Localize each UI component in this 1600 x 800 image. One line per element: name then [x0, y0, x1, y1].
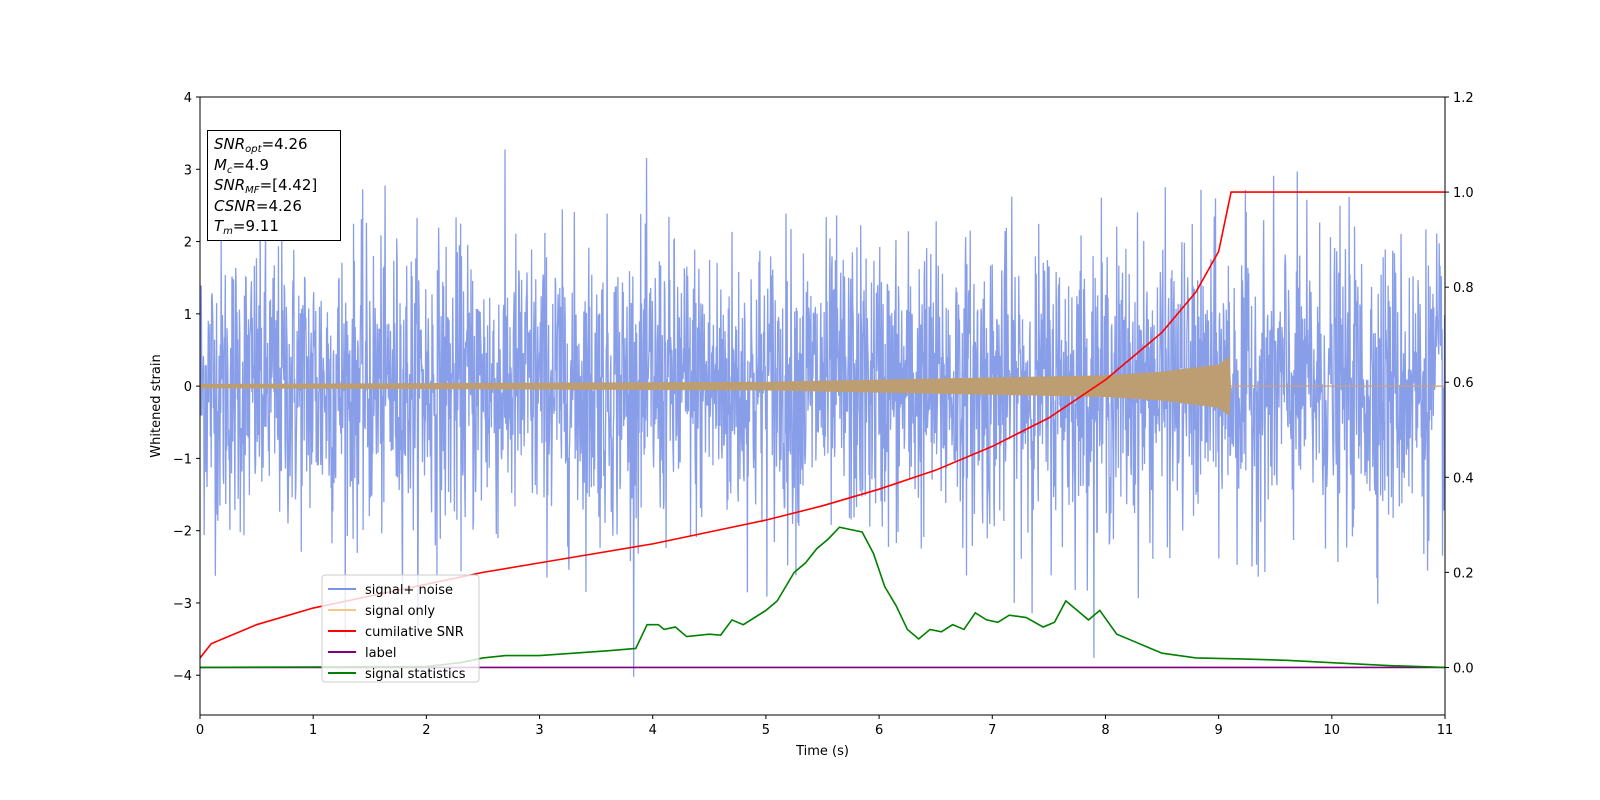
x-axis-label: Time (s) — [795, 744, 849, 759]
x-tick-label: 2 — [422, 723, 430, 738]
snr-opt-row: SNRopt=4.26 — [214, 135, 308, 155]
x-tick-label: 9 — [1214, 723, 1222, 738]
legend-label: cumilative SNR — [365, 625, 464, 640]
x-tick-label: 0 — [196, 723, 204, 738]
x-ticks: 0 1 2 3 4 5 6 7 8 9 10 11 — [196, 715, 1453, 738]
y2-tick-label: 0.8 — [1453, 281, 1474, 296]
legend-label: signal+ noise — [365, 583, 453, 598]
y-ticks: 4 3 2 1 0 −1 −2 −3 −4 — [173, 91, 200, 684]
csnr-label: CSNR — [214, 196, 256, 215]
snr-mf-value: =[4.42] — [259, 176, 318, 194]
y-tick-label: −4 — [173, 669, 192, 684]
legend-label: signal statistics — [365, 667, 466, 682]
y2-tick-label: 0.2 — [1453, 566, 1474, 581]
x-tick-label: 7 — [988, 723, 996, 738]
y-tick-label: 1 — [184, 308, 192, 323]
x-tick-label: 8 — [1101, 723, 1109, 738]
y-tick-label: 0 — [184, 380, 192, 395]
y2-tick-label: 1.2 — [1453, 91, 1474, 106]
legend-box — [321, 574, 480, 683]
y2-ticks: 1.2 1.0 0.8 0.6 0.4 0.2 0.0 — [1445, 91, 1474, 676]
x-tick-label: 5 — [762, 723, 770, 738]
y2-tick-label: 1.0 — [1453, 186, 1474, 201]
mc-row: Mc=4.9 — [214, 155, 269, 176]
y2-tick-label: 0.6 — [1453, 376, 1474, 391]
y-tick-label: 4 — [184, 91, 192, 106]
y-tick-label: −2 — [173, 525, 192, 540]
snr-info-box: SNRopt=4.26 Mc=4.9 SNRMF=[4.42] CSNR=4.2… — [207, 130, 341, 241]
tm-row: Tm=9.11 — [214, 217, 279, 237]
y-tick-label: 2 — [184, 236, 192, 251]
csnr-value: =4.26 — [255, 196, 302, 215]
y-tick-label: 3 — [184, 163, 192, 178]
csnr-row: CSNR=4.26 — [214, 196, 340, 217]
y2-tick-label: 0.0 — [1453, 661, 1474, 676]
x-tick-label: 4 — [649, 723, 657, 738]
x-tick-label: 11 — [1437, 723, 1454, 738]
legend: signal+ noise signal only cumilative SNR la… — [321, 574, 480, 683]
series-signal-noise-line — [200, 149, 1445, 677]
y-axis-label: Whitened strain — [149, 354, 164, 457]
axes-frame — [199, 96, 1446, 716]
y-tick-label: −3 — [173, 597, 192, 612]
y2-tick-label: 0.4 — [1453, 471, 1474, 486]
x-tick-label: 1 — [309, 723, 317, 738]
series-signal-statistics-line — [200, 526, 1445, 669]
legend-label: signal only — [365, 604, 435, 619]
x-tick-label: 10 — [1324, 723, 1341, 738]
snr-opt-value: =4.26 — [261, 135, 308, 153]
x-tick-label: 3 — [535, 723, 543, 738]
snr-mf-row: SNRMF=[4.42] — [214, 176, 318, 196]
mc-value: =4.9 — [232, 155, 269, 174]
x-tick-label: 6 — [875, 723, 883, 738]
legend-label: label — [365, 646, 396, 661]
y-tick-label: −1 — [173, 452, 192, 467]
tm-value: =9.11 — [232, 217, 279, 235]
series-signal-only-band — [200, 356, 1232, 417]
